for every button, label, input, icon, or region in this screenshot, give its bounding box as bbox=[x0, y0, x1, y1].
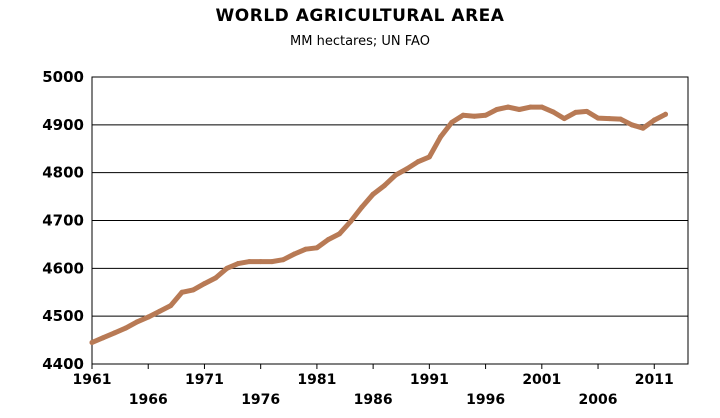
data-point bbox=[235, 261, 241, 267]
data-point bbox=[404, 166, 410, 172]
y-tick-label: 5000 bbox=[42, 68, 84, 86]
data-point bbox=[359, 204, 365, 210]
data-point bbox=[483, 112, 489, 118]
data-point bbox=[269, 259, 275, 265]
series-layer bbox=[89, 104, 669, 345]
y-tick-label: 4900 bbox=[42, 116, 84, 134]
x-tick-label: 1961 bbox=[73, 372, 112, 388]
x-tick-label: 1991 bbox=[410, 372, 449, 388]
data-point bbox=[89, 339, 95, 345]
data-point bbox=[280, 257, 286, 263]
data-point bbox=[168, 303, 174, 309]
data-point bbox=[381, 183, 387, 189]
data-point bbox=[460, 112, 466, 118]
data-point bbox=[190, 287, 196, 293]
gridlines bbox=[92, 124, 688, 317]
data-point bbox=[573, 109, 579, 115]
x-tick-label: 2001 bbox=[522, 372, 561, 388]
data-point bbox=[145, 314, 151, 320]
data-point bbox=[336, 231, 342, 237]
data-point bbox=[618, 116, 624, 122]
data-point bbox=[640, 125, 646, 131]
data-point bbox=[528, 104, 534, 110]
data-point bbox=[663, 111, 669, 117]
data-point bbox=[539, 104, 545, 110]
data-point bbox=[303, 246, 309, 252]
x-tick-label: 1981 bbox=[297, 372, 336, 388]
data-point bbox=[595, 115, 601, 121]
y-tick-label: 4700 bbox=[42, 212, 84, 230]
chart-subtitle: MM hectares; UN FAO bbox=[290, 34, 430, 49]
data-point bbox=[201, 281, 207, 287]
data-point bbox=[100, 335, 106, 341]
x-tick-label: 1996 bbox=[466, 392, 505, 408]
data-point bbox=[629, 122, 635, 128]
data-point bbox=[111, 330, 117, 336]
y-tick-label: 4400 bbox=[42, 355, 84, 373]
data-point bbox=[494, 107, 500, 113]
x-tick-label: 1976 bbox=[241, 392, 280, 408]
data-point bbox=[314, 245, 320, 251]
data-point bbox=[584, 108, 590, 114]
data-point bbox=[505, 104, 511, 110]
chart-title: WORLD AGRICULTURAL AREA bbox=[215, 6, 505, 26]
data-point bbox=[348, 218, 354, 224]
data-point bbox=[438, 134, 444, 140]
x-tick-label: 2006 bbox=[579, 392, 618, 408]
series-line bbox=[89, 104, 668, 345]
x-tick-label: 1986 bbox=[354, 392, 393, 408]
data-point bbox=[156, 308, 162, 314]
data-point bbox=[123, 325, 129, 331]
data-point bbox=[471, 113, 477, 119]
data-point bbox=[246, 259, 252, 265]
data-point bbox=[415, 159, 421, 165]
x-tick-label: 1966 bbox=[129, 392, 168, 408]
data-point bbox=[550, 109, 556, 115]
data-point bbox=[325, 237, 331, 243]
x-axis-ticks: 1961 1971 1981 1991 2001 2011 1966 1976 1986 1996… bbox=[73, 364, 674, 408]
data-point bbox=[561, 116, 567, 122]
data-point bbox=[426, 154, 432, 160]
data-point bbox=[370, 191, 376, 197]
data-point bbox=[606, 116, 612, 122]
data-point bbox=[179, 289, 185, 295]
data-point bbox=[449, 119, 455, 125]
data-point bbox=[134, 319, 140, 325]
data-point bbox=[651, 117, 657, 123]
data-point bbox=[516, 107, 522, 113]
data-point bbox=[213, 275, 219, 281]
y-tick-label: 4800 bbox=[42, 164, 84, 182]
data-point bbox=[291, 251, 297, 257]
data-point bbox=[224, 265, 230, 271]
y-tick-label: 4600 bbox=[42, 259, 84, 277]
data-point bbox=[393, 172, 399, 178]
x-tick-label: 1971 bbox=[185, 372, 224, 388]
y-tick-label: 4500 bbox=[42, 307, 84, 325]
x-tick-label: 2011 bbox=[635, 372, 674, 388]
plot-frame bbox=[91, 76, 689, 365]
data-point bbox=[258, 259, 264, 265]
y-axis-ticks: 4400 4500 4600 4700 4800 4900 5000 bbox=[42, 68, 84, 373]
